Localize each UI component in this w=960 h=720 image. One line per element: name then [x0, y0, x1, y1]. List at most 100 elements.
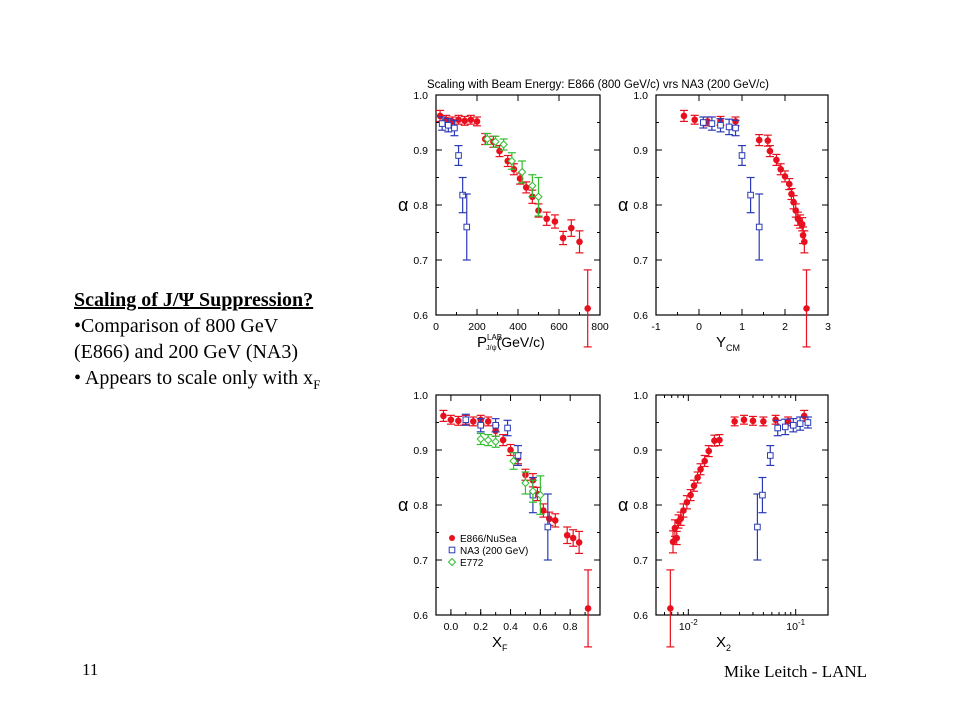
- data-point-e866: [540, 507, 547, 514]
- y-tick-label: 0.7: [633, 255, 648, 267]
- data-point-na3: [708, 120, 716, 127]
- data-point-e772: [491, 437, 500, 446]
- bullet-scaling-subscript: F: [313, 377, 321, 392]
- data-point-na3: [796, 420, 804, 427]
- y-tick-label: 0.8: [633, 500, 648, 512]
- data-point-e772: [536, 490, 545, 500]
- y-tick-label: 0.8: [633, 200, 648, 212]
- x-tick-label: 0.2: [473, 621, 488, 633]
- data-point-e866: [764, 137, 772, 144]
- data-point-e866: [687, 491, 694, 499]
- data-point-e866: [569, 534, 577, 542]
- x-tick-label: 0.8: [563, 621, 578, 633]
- data-point-na3: [451, 124, 458, 132]
- x-tick-label: 0.0: [444, 621, 459, 633]
- x-tick-label: -1: [651, 321, 660, 333]
- x-tick-label-base: 0.8: [563, 621, 578, 633]
- data-point-e866: [467, 116, 475, 124]
- data-point-e866: [551, 218, 559, 225]
- x-tick-label: 0.4: [503, 621, 518, 633]
- data-point-e866: [755, 136, 763, 144]
- plot-frame: [435, 394, 601, 616]
- y-tick-label: 0.6: [413, 610, 428, 622]
- x-tick-label-base: 10: [786, 621, 798, 633]
- x-axis-label-base: X: [492, 634, 502, 651]
- x-axis-label: PLAB J/ψ(GeV/c): [477, 333, 545, 352]
- x-tick-label-base: 0.6: [533, 621, 548, 633]
- data-point-e866: [716, 436, 723, 444]
- data-point-na3: [738, 152, 746, 159]
- data-point-e866: [680, 507, 687, 514]
- data-point-na3: [700, 119, 707, 126]
- slide-text: Scaling of J/Ψ Suppression? •Comparison …: [74, 287, 374, 398]
- data-point-e866: [798, 220, 806, 228]
- data-point-e866: [551, 517, 559, 524]
- x-tick-label-base: 200: [468, 321, 486, 333]
- plot-frame: [655, 394, 829, 616]
- data-point-e772: [528, 487, 538, 496]
- data-point-e772: [499, 140, 508, 149]
- x-tick-label: 0: [433, 321, 439, 333]
- data-point-e866: [568, 224, 575, 232]
- data-point-e866: [760, 418, 767, 425]
- x-tick-label: 3: [825, 321, 831, 333]
- x-axis-label-sup: LAB: [487, 333, 502, 342]
- x-tick-label-base: 0.2: [473, 621, 488, 633]
- data-point-e866: [749, 417, 757, 425]
- y-tick-label: 0.9: [413, 445, 428, 457]
- panel-pt-lab: 0.6 0.7 0.8 0.9 1.0 0 200 400 600 800 α PLAB J/ψ(GeV…: [398, 90, 609, 352]
- data-point-e866: [766, 147, 774, 155]
- data-point-na3: [789, 421, 797, 429]
- y-tick-label: 0.9: [413, 145, 428, 157]
- data-point-na3: [781, 423, 789, 431]
- data-point-e772: [534, 192, 543, 201]
- bullet-scaling: • Appears to scale only with xF: [74, 365, 374, 398]
- data-point-e866: [691, 116, 698, 124]
- x-axis-label-sub: 2: [726, 643, 731, 653]
- y-tick-label: 0.6: [633, 310, 648, 322]
- x-tick-label-base: 0.4: [503, 621, 518, 633]
- legend-label: E772: [460, 558, 484, 569]
- y-axis-label: α: [618, 495, 628, 515]
- data-point-na3: [445, 121, 452, 129]
- y-tick-label: 0.6: [413, 310, 428, 322]
- y-axis-label: α: [618, 195, 628, 215]
- x-tick-label-exponent: -1: [798, 618, 806, 627]
- data-point-e772: [483, 435, 493, 445]
- data-point-e866: [683, 498, 691, 506]
- data-point-na3: [766, 452, 774, 459]
- data-point-e866: [697, 465, 704, 473]
- data-point-na3: [804, 419, 812, 426]
- legend-label: E866/NuSea: [460, 534, 517, 545]
- data-point-e866: [673, 534, 681, 542]
- x-tick-label-base: 0.0: [444, 621, 459, 633]
- x-tick-label: 1: [739, 321, 745, 333]
- legend-marker-na3: [448, 546, 456, 554]
- bullet-scaling-text: • Appears to scale only with x: [74, 367, 314, 389]
- data-point-e866: [473, 118, 481, 125]
- plot-frame: [655, 94, 829, 316]
- data-point-e866: [786, 180, 793, 188]
- y-tick-label: 1.0: [633, 90, 648, 102]
- x-tick-label-base: 2: [782, 321, 788, 333]
- x-tick-label: 200: [468, 321, 486, 333]
- x-axis-label-unit: (GeV/c): [497, 334, 545, 350]
- data-point-e866: [690, 482, 698, 490]
- plot-frame: [435, 94, 601, 316]
- data-point-e866: [740, 416, 748, 424]
- data-point-e866: [499, 436, 507, 444]
- data-point-na3: [477, 421, 485, 429]
- data-point-e772: [476, 434, 485, 444]
- x-axis-label-sub: F: [502, 643, 508, 653]
- data-point-e866: [455, 116, 462, 124]
- data-point-na3: [754, 523, 761, 531]
- data-point-e866: [801, 238, 808, 246]
- y-tick-label: 0.8: [413, 200, 428, 212]
- data-point-e866: [563, 531, 571, 539]
- data-point-e866: [584, 605, 592, 612]
- slide-number: 11: [82, 660, 99, 679]
- x-tick-label: 0.6: [533, 621, 548, 633]
- data-point-na3: [755, 223, 763, 231]
- data-point-e772: [483, 134, 492, 144]
